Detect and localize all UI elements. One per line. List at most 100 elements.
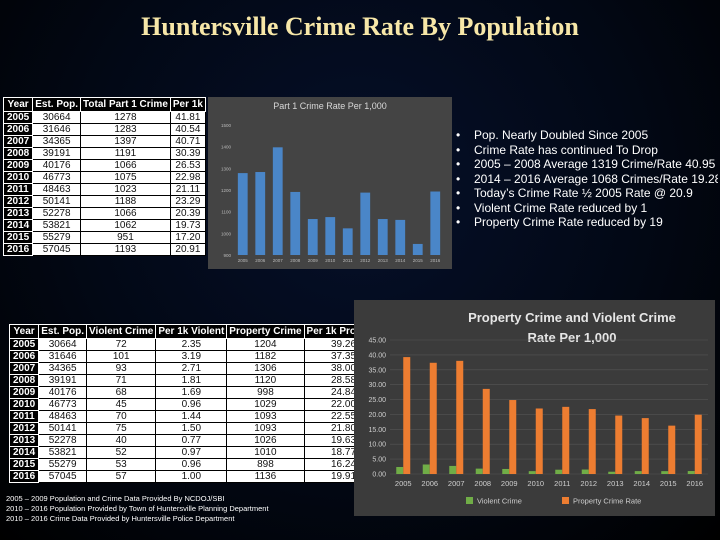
year-cell: 2006 [2, 123, 34, 136]
table-cell: 50141 [38, 422, 88, 435]
table-cell: 0.97 [155, 446, 228, 459]
property-violent-chart: Property Crime and Violent Crime Rate Per… [354, 300, 715, 516]
bar [307, 219, 318, 255]
table-row: 2011 48463 1023 21.11 [2, 183, 206, 196]
x-tick-label: 2012 [580, 479, 597, 488]
y-tick-label: 20.00 [368, 412, 386, 419]
table-row: 2015 55279 951 17.20 [2, 231, 206, 244]
table-cell: 46773 [32, 171, 82, 184]
table-row: 2010 46773 45 0.96 1029 22.00 [8, 398, 384, 411]
year-cell: 2011 [2, 183, 34, 196]
property-crime-bar [429, 362, 437, 474]
table-cell: 70 [86, 410, 157, 423]
table-cell: 30664 [32, 111, 82, 124]
table-cell: 2.35 [155, 338, 228, 351]
property-crime-bar [509, 400, 517, 474]
property-crime-bar [588, 409, 596, 474]
year-cell: 2013 [2, 207, 34, 220]
x-tick-label: 2009 [308, 258, 319, 263]
table-cell: 30.39 [169, 147, 206, 160]
table-cell: 1188 [80, 195, 171, 208]
bullet-text: Today’s Crime Rate ½ 2005 Rate @ 20.9 [474, 186, 693, 200]
bar [342, 228, 353, 255]
bullet-text: Crime Rate has continued To Drop [474, 142, 658, 157]
year-cell: 2011 [8, 410, 40, 423]
property-crime-bar [641, 418, 649, 474]
violent-crime-bar [608, 471, 616, 474]
x-tick-label: 2011 [554, 479, 570, 488]
column-header: Violent Crime [86, 324, 157, 339]
table-cell: 40176 [32, 159, 82, 172]
table-cell: 1.44 [155, 410, 228, 423]
table-cell: 1204 [226, 338, 305, 351]
table-cell: 72 [86, 338, 157, 351]
table-cell: 55279 [32, 231, 82, 244]
legend-swatch [562, 497, 569, 504]
y-tick-label: 900 [223, 253, 231, 258]
x-tick-label: 2007 [448, 479, 465, 488]
property-crime-bar [456, 360, 464, 474]
table-cell: 1136 [226, 470, 305, 483]
bullet-item: • Property Crime Rate reduced by 19 [456, 215, 718, 230]
bullet-text: Property Crime Rate reduced by 19 [474, 215, 663, 229]
table-cell: 39191 [38, 374, 88, 387]
year-cell: 2005 [2, 111, 34, 124]
y-tick-label: 30.00 [368, 382, 386, 389]
bullet-text: Pop. Nearly Doubled Since 2005 [474, 128, 649, 142]
x-tick-label: 2016 [430, 258, 441, 263]
year-cell: 2007 [8, 362, 40, 375]
property-crime-bar [694, 414, 702, 474]
table-row: 2005 30664 1278 41.81 [2, 111, 206, 124]
y-tick-label: 1400 [221, 145, 232, 150]
table-cell: 41.81 [169, 111, 206, 124]
table-cell: 40.71 [169, 135, 206, 148]
table-cell: 26.53 [169, 159, 206, 172]
footnote: 2010 – 2016 Population Provided by Town … [6, 504, 269, 513]
table-cell: 3.19 [155, 350, 228, 363]
table-cell: 31646 [38, 350, 88, 363]
column-header: Per 1k [169, 97, 206, 112]
x-tick-label: 2008 [290, 258, 301, 263]
table-cell: 1.69 [155, 386, 228, 399]
table-cell: 68 [86, 386, 157, 399]
table-cell: 20.39 [169, 207, 206, 220]
table-cell: 52278 [38, 434, 88, 447]
year-cell: 2014 [2, 219, 34, 232]
chart-title: Part 1 Crime Rate Per 1,000 [273, 101, 387, 111]
bullet-glyph: • [456, 200, 461, 215]
x-tick-label: 2015 [660, 479, 677, 488]
table-cell: 1120 [226, 374, 305, 387]
y-tick-label: 10.00 [368, 442, 386, 449]
violent-crime-bar [528, 471, 536, 474]
x-tick-label: 2005 [395, 479, 412, 488]
source-footnotes: 2005 – 2009 Population and Crime Data Pr… [6, 494, 269, 524]
violent-crime-bar [581, 469, 589, 474]
table-cell: 30664 [38, 338, 88, 351]
x-tick-label: 2007 [273, 258, 284, 263]
table-cell: 1010 [226, 446, 305, 459]
bullet-glyph: • [456, 215, 461, 229]
table-row: 2014 53821 52 0.97 1010 18.77 [8, 446, 384, 459]
bullet-glyph: • [456, 186, 461, 200]
column-header: Est. Pop. [38, 324, 88, 339]
violent-crime-bar [661, 471, 669, 474]
column-header: Per 1k Violent [155, 324, 228, 339]
violent-crime-bar [422, 464, 430, 474]
year-cell: 2010 [2, 171, 34, 184]
x-tick-label: 2014 [633, 479, 650, 488]
table-cell: 19.73 [169, 219, 206, 232]
violent-property-table: Year Est. Pop. Violent Crime Per 1k Violent… [8, 324, 384, 483]
x-tick-label: 2012 [360, 258, 371, 263]
y-tick-label: 1300 [221, 166, 232, 171]
bullet-text: 2014 – 2016 Average 1068 Crimes/Rate 19.… [474, 171, 718, 186]
page-title: Huntersville Crime Rate By Population [141, 12, 579, 41]
bar [237, 173, 248, 255]
violent-crime-bar [475, 468, 483, 474]
table-cell: 57 [86, 470, 157, 483]
bullet-item: • Today’s Crime Rate ½ 2005 Rate @ 20.9 [456, 186, 718, 201]
x-tick-label: 2011 [343, 258, 353, 263]
y-tick-label: 1000 [221, 231, 232, 236]
table-row: 2008 39191 71 1.81 1120 28.58 [8, 374, 384, 387]
x-tick-label: 2015 [413, 258, 424, 263]
part1-crime-chart: Part 1 Crime Rate Per 1,000 900 1000 1100 12… [208, 97, 452, 269]
